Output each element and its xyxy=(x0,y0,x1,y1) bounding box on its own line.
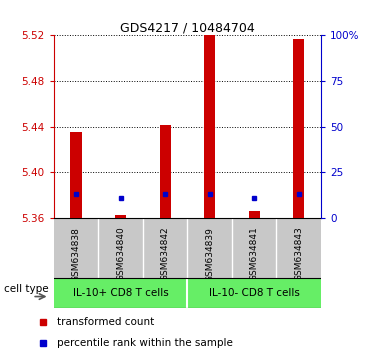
Text: GSM634840: GSM634840 xyxy=(116,227,125,281)
Bar xyxy=(115,216,126,218)
Text: GSM634843: GSM634843 xyxy=(294,227,303,281)
Bar xyxy=(276,218,321,278)
Text: transformed count: transformed count xyxy=(57,317,155,327)
Text: IL-10- CD8 T cells: IL-10- CD8 T cells xyxy=(209,288,299,298)
Bar xyxy=(232,218,276,278)
Text: percentile rank within the sample: percentile rank within the sample xyxy=(57,338,233,348)
Bar xyxy=(70,132,82,218)
Bar xyxy=(204,35,215,218)
Bar xyxy=(54,218,98,278)
Text: GSM634838: GSM634838 xyxy=(72,227,81,282)
Text: IL-10+ CD8 T cells: IL-10+ CD8 T cells xyxy=(73,288,168,298)
Text: GSM634839: GSM634839 xyxy=(205,227,214,282)
Text: cell type: cell type xyxy=(4,284,49,294)
Bar xyxy=(249,211,260,218)
Bar xyxy=(160,125,171,218)
Bar xyxy=(293,39,304,218)
Bar xyxy=(143,218,187,278)
Title: GDS4217 / 10484704: GDS4217 / 10484704 xyxy=(120,21,255,34)
Bar xyxy=(98,218,143,278)
Bar xyxy=(187,218,232,278)
Bar xyxy=(54,278,187,308)
Text: GSM634842: GSM634842 xyxy=(161,227,170,281)
Bar xyxy=(187,278,321,308)
Text: GSM634841: GSM634841 xyxy=(250,227,259,281)
